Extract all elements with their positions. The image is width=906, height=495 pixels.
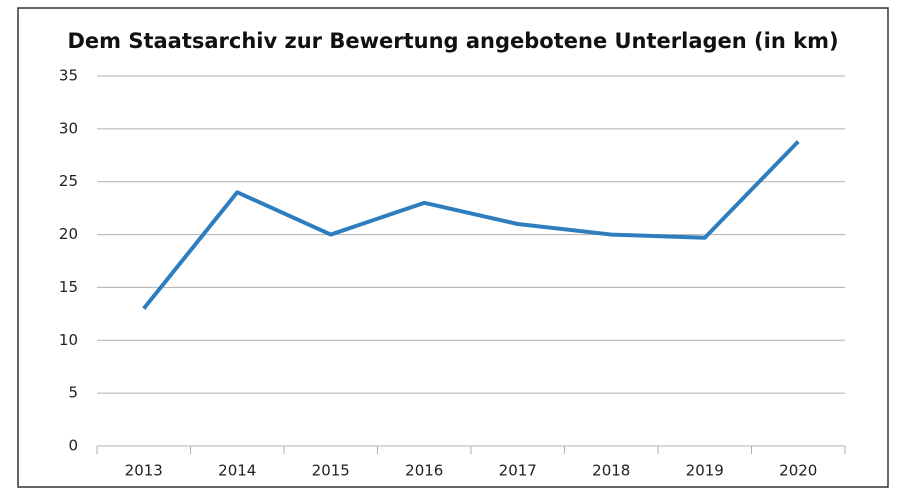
x-tick-label: 2017 (499, 462, 537, 480)
data-line (142, 140, 800, 310)
y-tick-label: 30 (59, 119, 78, 137)
chart-title: Dem Staatsarchiv zur Bewertung angeboten… (67, 29, 838, 53)
y-tick-label: 15 (59, 278, 78, 296)
y-tick-label: 20 (59, 225, 78, 243)
x-tick-label: 2016 (405, 462, 443, 480)
x-tick-label: 2014 (218, 462, 256, 480)
x-tick-label: 2015 (312, 462, 350, 480)
y-tick-label: 0 (68, 437, 78, 455)
chart-frame (17, 7, 889, 488)
y-tick-label: 25 (59, 172, 78, 190)
x-tick-label: 2020 (779, 462, 817, 480)
x-tick-label: 2013 (125, 462, 163, 480)
x-tick-label: 2019 (686, 462, 724, 480)
y-tick-label: 10 (59, 331, 78, 349)
y-tick-label: 5 (68, 384, 78, 402)
y-tick-label: 35 (59, 67, 78, 85)
x-tick-label: 2018 (592, 462, 630, 480)
